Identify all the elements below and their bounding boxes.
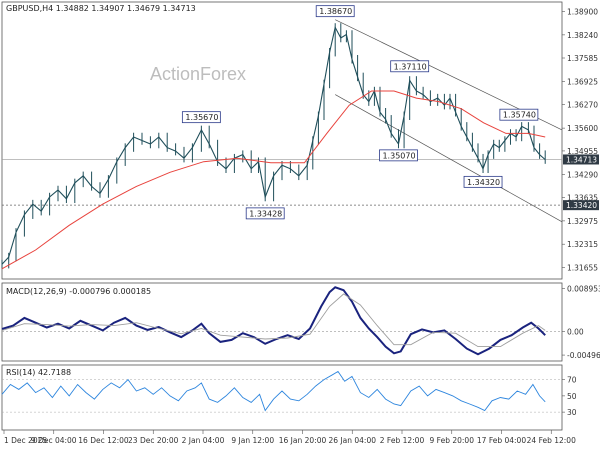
macd-panel-frame: [1, 282, 563, 362]
price-panel-frame: [1, 1, 563, 280]
x-tick-label: 23 Dec 20:00: [128, 436, 179, 445]
price-y-tick-label: 1.36925: [567, 77, 598, 86]
price-panel: ActionForex GBPUSD,H4 1.34882 1.34907 1.…: [1, 1, 599, 280]
price-annotation-box: [181, 111, 221, 124]
price-y-tick-label: 1.38900: [567, 8, 598, 17]
rsi-title: RSI(14) 42.7188: [6, 368, 71, 377]
price-y-tick-label: 1.36270: [567, 100, 598, 109]
price-annotation-box: [379, 149, 418, 162]
x-tick-label: 1 Dec 2025: [4, 436, 47, 445]
price-y-tick-label: 1.35600: [567, 124, 598, 133]
x-tick-label: 24 Feb 12:00: [527, 436, 576, 445]
macd-title: MACD(12,26,9) -0.000796 0.000185: [6, 287, 151, 296]
price-annotation-box: [463, 175, 503, 188]
current-price-tag: [563, 154, 599, 165]
rsi-y-tick-label: 30: [567, 408, 577, 417]
rsi-y-tick-label: 70: [567, 376, 577, 385]
price-y-tick-label: 1.32975: [567, 217, 598, 226]
macd-y-tick-label: -0.004962: [567, 351, 600, 360]
rsi-panel: RSI(14) 42.7188 70 50 30: [1, 364, 577, 431]
price-y-tick-label: 1.34290: [567, 170, 598, 179]
x-tick-label: 2 Feb 12:00: [380, 436, 425, 445]
x-tick-label: 9 Feb 20:00: [430, 436, 475, 445]
price-annotation-box: [499, 108, 539, 121]
price-series-line: [1, 25, 546, 265]
price-annotation-label: 1.35740: [503, 111, 536, 120]
price-annotation-label: 1.33428: [249, 209, 282, 218]
moving-average-line: [1, 90, 546, 270]
macd-panel: MACD(12,26,9) -0.000796 0.000185 0.00895…: [1, 282, 600, 362]
current-price-label: 1.34713: [566, 155, 597, 164]
price-annotation-label: 1.34320: [467, 178, 500, 187]
x-tick-label: 16 Dec 12:00: [78, 436, 129, 445]
price-annotation-label: 1.38670: [319, 7, 352, 16]
macd-y-tick-label: 0.00: [567, 327, 584, 336]
price-annotation-label: 1.35670: [185, 113, 218, 122]
price-y-tick-label: 1.32315: [567, 240, 598, 249]
price-y-tick-label: 1.38240: [567, 31, 598, 40]
price-annotation-label: 1.37110: [394, 62, 427, 71]
price-y-tick-label: 1.33635: [567, 194, 598, 203]
channel-line: [335, 94, 563, 223]
price-annotation-box: [390, 60, 430, 73]
watermark: ActionForex: [150, 64, 246, 84]
price-title: GBPUSD,H4 1.34882 1.34907 1.34679 1.3471…: [6, 4, 196, 13]
x-tick-label: 16 Jan 20:00: [279, 436, 327, 445]
price-y-tick-label: 1.37585: [567, 54, 598, 63]
x-tick-label: 9 Dec 04:00: [31, 436, 77, 445]
x-tick-label: 17 Feb 04:00: [477, 436, 526, 445]
price-y-tick-label: 1.34955: [567, 147, 598, 156]
x-tick-label: 9 Jan 12:00: [231, 436, 274, 445]
price-annotation-box: [315, 5, 355, 18]
price-annotation-label: 1.35070: [382, 151, 415, 160]
rsi-line: [1, 370, 546, 412]
macd-y-tick-label: 0.008953: [567, 284, 600, 293]
price-annotation-box: [245, 207, 285, 220]
price-y-tick-label: 1.31655: [567, 264, 598, 273]
macd-signal-line: [1, 293, 546, 348]
support-price-tag: [563, 200, 599, 211]
rsi-y-tick-label: 50: [567, 392, 577, 401]
x-tick-label: 2 Jan 04:00: [182, 436, 225, 445]
support-price-label: 1.33420: [566, 201, 597, 210]
rsi-panel-frame: [1, 364, 563, 431]
x-tick-label: 26 Jan 04:00: [329, 436, 377, 445]
